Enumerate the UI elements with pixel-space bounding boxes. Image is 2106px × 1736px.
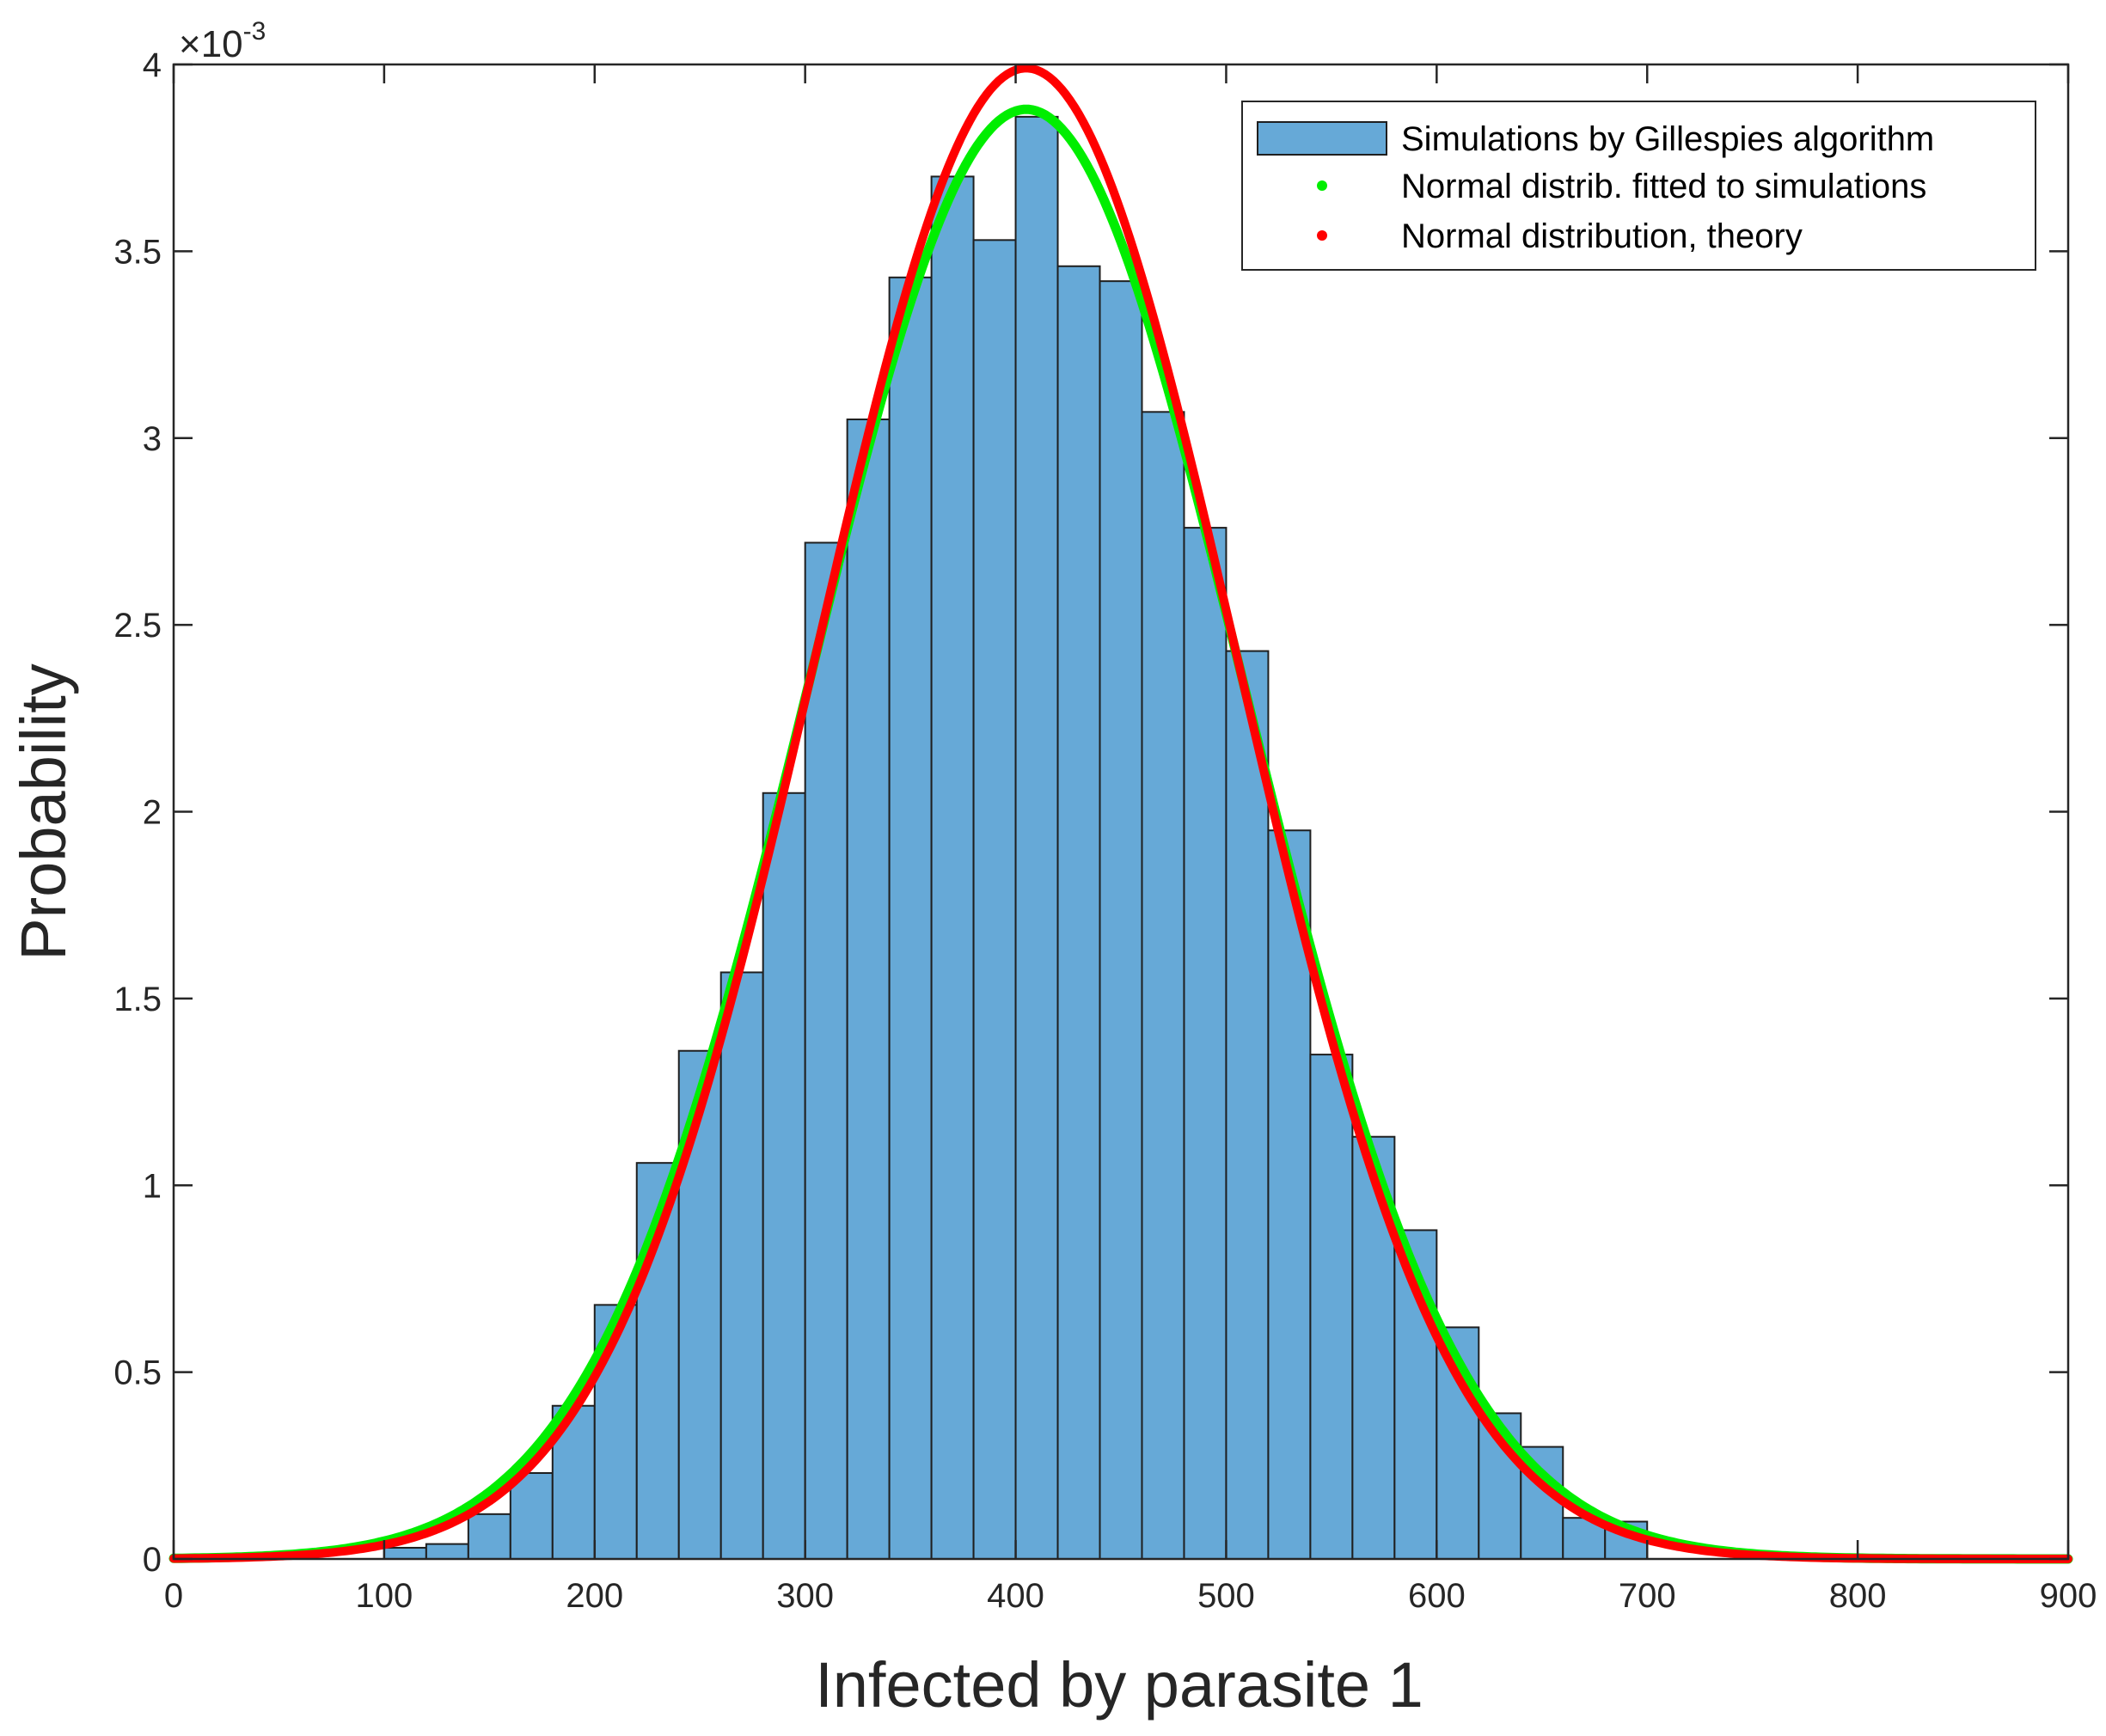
- histogram-bars: [383, 115, 1649, 1561]
- y-tick-label: 4: [143, 46, 162, 84]
- legend: Simulations by Gillespies algorithm Norm…: [1241, 101, 2036, 271]
- y-tick-label: 3: [143, 420, 162, 458]
- x-tick-label: 100: [356, 1577, 413, 1615]
- y-exponent-power: -3: [243, 17, 266, 46]
- y-tick-label: 0: [143, 1541, 162, 1579]
- y-tick-label: 1.5: [113, 981, 162, 1018]
- legend-marker-theory: [1317, 230, 1327, 241]
- y-exponent-label: ×10-3: [179, 17, 266, 65]
- histogram-bar: [1309, 1054, 1354, 1560]
- legend-marker-fitted: [1317, 180, 1327, 191]
- legend-label-histogram: Simulations by Gillespies algorithm: [1401, 120, 1934, 158]
- plot-frame: [172, 63, 2070, 1561]
- histogram-bar: [467, 1513, 511, 1560]
- x-tick-label: 500: [1197, 1577, 1255, 1615]
- y-axis-title: Probability: [8, 663, 79, 961]
- histogram-bar: [1014, 115, 1059, 1561]
- y-tick-label: 2: [143, 794, 162, 832]
- histogram-bar: [1225, 650, 1270, 1560]
- x-tick-label: 600: [1408, 1577, 1466, 1615]
- histogram-bar: [762, 792, 806, 1560]
- y-tick-label: 0.5: [113, 1354, 162, 1392]
- x-axis-title: Infected by parasite 1: [815, 1649, 1423, 1721]
- histogram-bar: [888, 276, 933, 1560]
- x-tick-label: 700: [1619, 1577, 1676, 1615]
- x-tick-label: 900: [2040, 1577, 2097, 1615]
- histogram-bar: [1183, 527, 1227, 1561]
- x-tick-label: 200: [566, 1577, 623, 1615]
- histogram-bar: [509, 1472, 554, 1560]
- histogram-bar: [1141, 411, 1185, 1560]
- histogram-bar: [1056, 265, 1101, 1560]
- histogram-bar: [804, 541, 848, 1560]
- y-tick-label: 1: [143, 1167, 162, 1205]
- histogram-bar: [972, 239, 1017, 1560]
- x-tick-label: 800: [1829, 1577, 1887, 1615]
- y-tick-label: 2.5: [113, 607, 162, 645]
- histogram-bar: [1099, 280, 1143, 1560]
- histogram-bar: [383, 1546, 427, 1561]
- x-tick-label: 0: [164, 1577, 183, 1615]
- legend-label-fitted: Normal distrib. fitted to simulations: [1401, 168, 1926, 205]
- legend-label-theory: Normal distribution, theory: [1401, 217, 1803, 255]
- distribution-curves: [168, 64, 2073, 1564]
- histogram-bar: [719, 971, 764, 1560]
- x-tick-label: 400: [987, 1577, 1044, 1615]
- y-tick-label: 3.5: [113, 233, 162, 271]
- x-tick-label: 300: [776, 1577, 834, 1615]
- theory-normal-curve: [169, 64, 2072, 1563]
- tick-labels: 0 100 200 300 400 500 600 700 800 900 0 0.5 1 1.5 2 2.5…: [113, 46, 2097, 1615]
- histogram-bar: [846, 419, 891, 1561]
- legend-swatch-histogram: [1257, 121, 1387, 156]
- histogram-bar: [425, 1543, 469, 1560]
- y-exponent-base: ×10: [179, 23, 243, 65]
- histogram-bar: [930, 175, 975, 1560]
